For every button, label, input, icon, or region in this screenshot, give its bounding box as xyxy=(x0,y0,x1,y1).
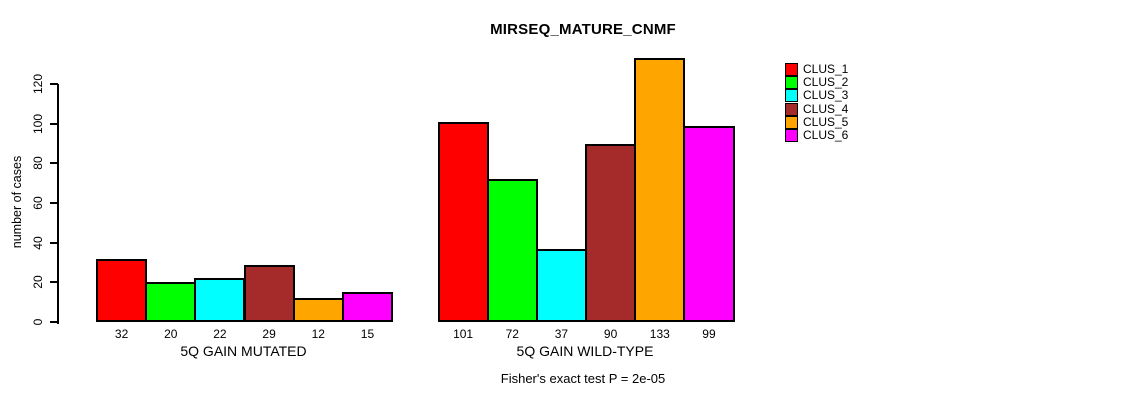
y-axis-tick xyxy=(50,122,58,125)
y-tick-label: 60 xyxy=(31,196,45,210)
chart-title: MIRSEQ_MATURE_CNMF xyxy=(490,21,676,38)
y-axis-line xyxy=(57,84,59,324)
y-tick-label: 80 xyxy=(31,156,45,170)
legend-label: CLUS_1 xyxy=(803,62,849,76)
bar-value-label: 37 xyxy=(554,327,569,341)
legend-item-clus_2: CLUS_2 xyxy=(785,75,849,90)
legend-swatch-clus_2 xyxy=(785,76,798,90)
bar-clus_6-5q-gain-mutated xyxy=(341,292,394,323)
bar-clus_1-5q-gain-wild-type xyxy=(437,121,489,322)
legend-swatch-clus_6 xyxy=(785,129,798,142)
fisher-test-annotation: Fisher's exact test P = 2e-05 xyxy=(500,371,666,386)
legend-label: CLUS_4 xyxy=(803,101,849,116)
bar-value-label: 90 xyxy=(603,327,618,341)
bar-value-label: 22 xyxy=(213,327,227,341)
bar-value-label: 15 xyxy=(360,327,375,341)
y-axis-tick xyxy=(50,281,58,284)
y-axis-tick xyxy=(50,241,58,244)
legend-item-clus_1: CLUS_1 xyxy=(785,63,848,76)
bar-clus_5-5q-gain-wild-type xyxy=(634,58,686,322)
bar-clus_3-5q-gain-wild-type xyxy=(535,248,587,322)
y-axis-label: number of cases xyxy=(10,155,24,249)
legend-label: CLUS_3 xyxy=(803,88,849,103)
bar-clus_4-5q-gain-mutated xyxy=(243,264,295,322)
group-label-5q-gain-mutated: 5Q GAIN MUTATED xyxy=(180,343,307,359)
bar-value-label: 12 xyxy=(311,327,325,341)
legend-swatch-clus_3 xyxy=(785,89,798,103)
bar-clus_4-5q-gain-wild-type xyxy=(585,143,637,322)
legend-swatch-clus_5 xyxy=(785,115,798,129)
y-tick-label: 120 xyxy=(31,73,45,95)
bar-value-label: 72 xyxy=(505,327,519,341)
bar-clus_2-5q-gain-wild-type xyxy=(486,179,538,322)
y-axis-tick xyxy=(50,83,58,85)
bar-value-label: 99 xyxy=(702,327,716,341)
bar-value-label: 29 xyxy=(262,327,276,341)
legend-item-clus_5: CLUS_5 xyxy=(785,114,849,129)
y-tick-label: 40 xyxy=(31,236,45,250)
bar-value-label: 133 xyxy=(649,327,670,341)
bar-clus_1-5q-gain-mutated xyxy=(96,258,148,322)
y-tick-label: 100 xyxy=(31,113,45,134)
bar-clus_2-5q-gain-mutated xyxy=(145,282,197,322)
legend-swatch-clus_4 xyxy=(785,102,798,116)
bar-value-label: 20 xyxy=(164,327,178,341)
legend-item-clus_4: CLUS_4 xyxy=(785,101,849,116)
bar-clus_5-5q-gain-mutated xyxy=(292,298,344,322)
bar-clus_6-5q-gain-wild-type xyxy=(683,125,735,322)
y-tick-label: 20 xyxy=(31,275,45,289)
group-label-5q-gain-wild-type: 5Q GAIN WILD-TYPE xyxy=(516,343,654,359)
bar-value-label: 101 xyxy=(453,327,474,341)
y-axis-tick xyxy=(50,321,58,323)
legend-item-clus_3: CLUS_3 xyxy=(785,88,849,103)
legend-label: CLUS_6 xyxy=(803,128,849,142)
legend-swatch-clus_1 xyxy=(785,63,798,76)
bar-clus_3-5q-gain-mutated xyxy=(194,278,246,322)
legend-item-clus_6: CLUS_6 xyxy=(785,129,848,142)
y-axis-tick xyxy=(50,202,58,204)
legend-label: CLUS_5 xyxy=(803,114,849,129)
legend-label: CLUS_2 xyxy=(803,75,849,90)
y-axis-tick xyxy=(50,162,58,165)
y-tick-label: 0 xyxy=(31,318,45,326)
bar-value-label: 32 xyxy=(114,327,129,341)
